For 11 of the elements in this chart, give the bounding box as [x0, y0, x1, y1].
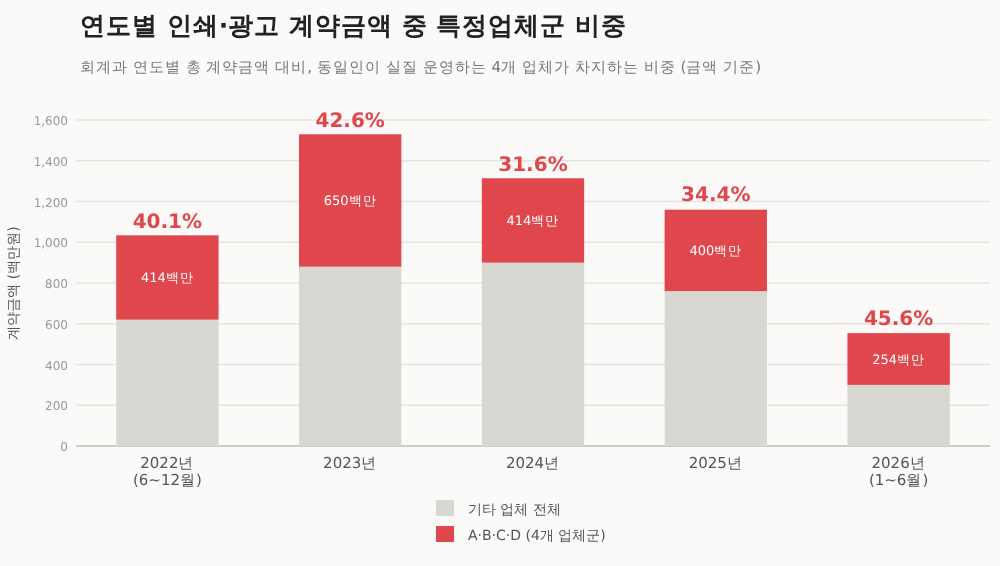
chart-title: 연도별 인쇄·광고 계약금액 중 특정업체군 비중	[80, 10, 628, 40]
bar	[299, 134, 402, 267]
bar	[116, 235, 219, 320]
annotation: 31.6%	[498, 155, 568, 178]
annotation: 45.6%	[863, 308, 934, 331]
annotation: 34.4%	[681, 185, 751, 208]
annotation: 42.6%	[315, 111, 385, 134]
bar	[481, 178, 585, 263]
bar	[664, 209, 767, 292]
annotation: 40.1%	[132, 211, 203, 234]
bar	[847, 333, 950, 385]
